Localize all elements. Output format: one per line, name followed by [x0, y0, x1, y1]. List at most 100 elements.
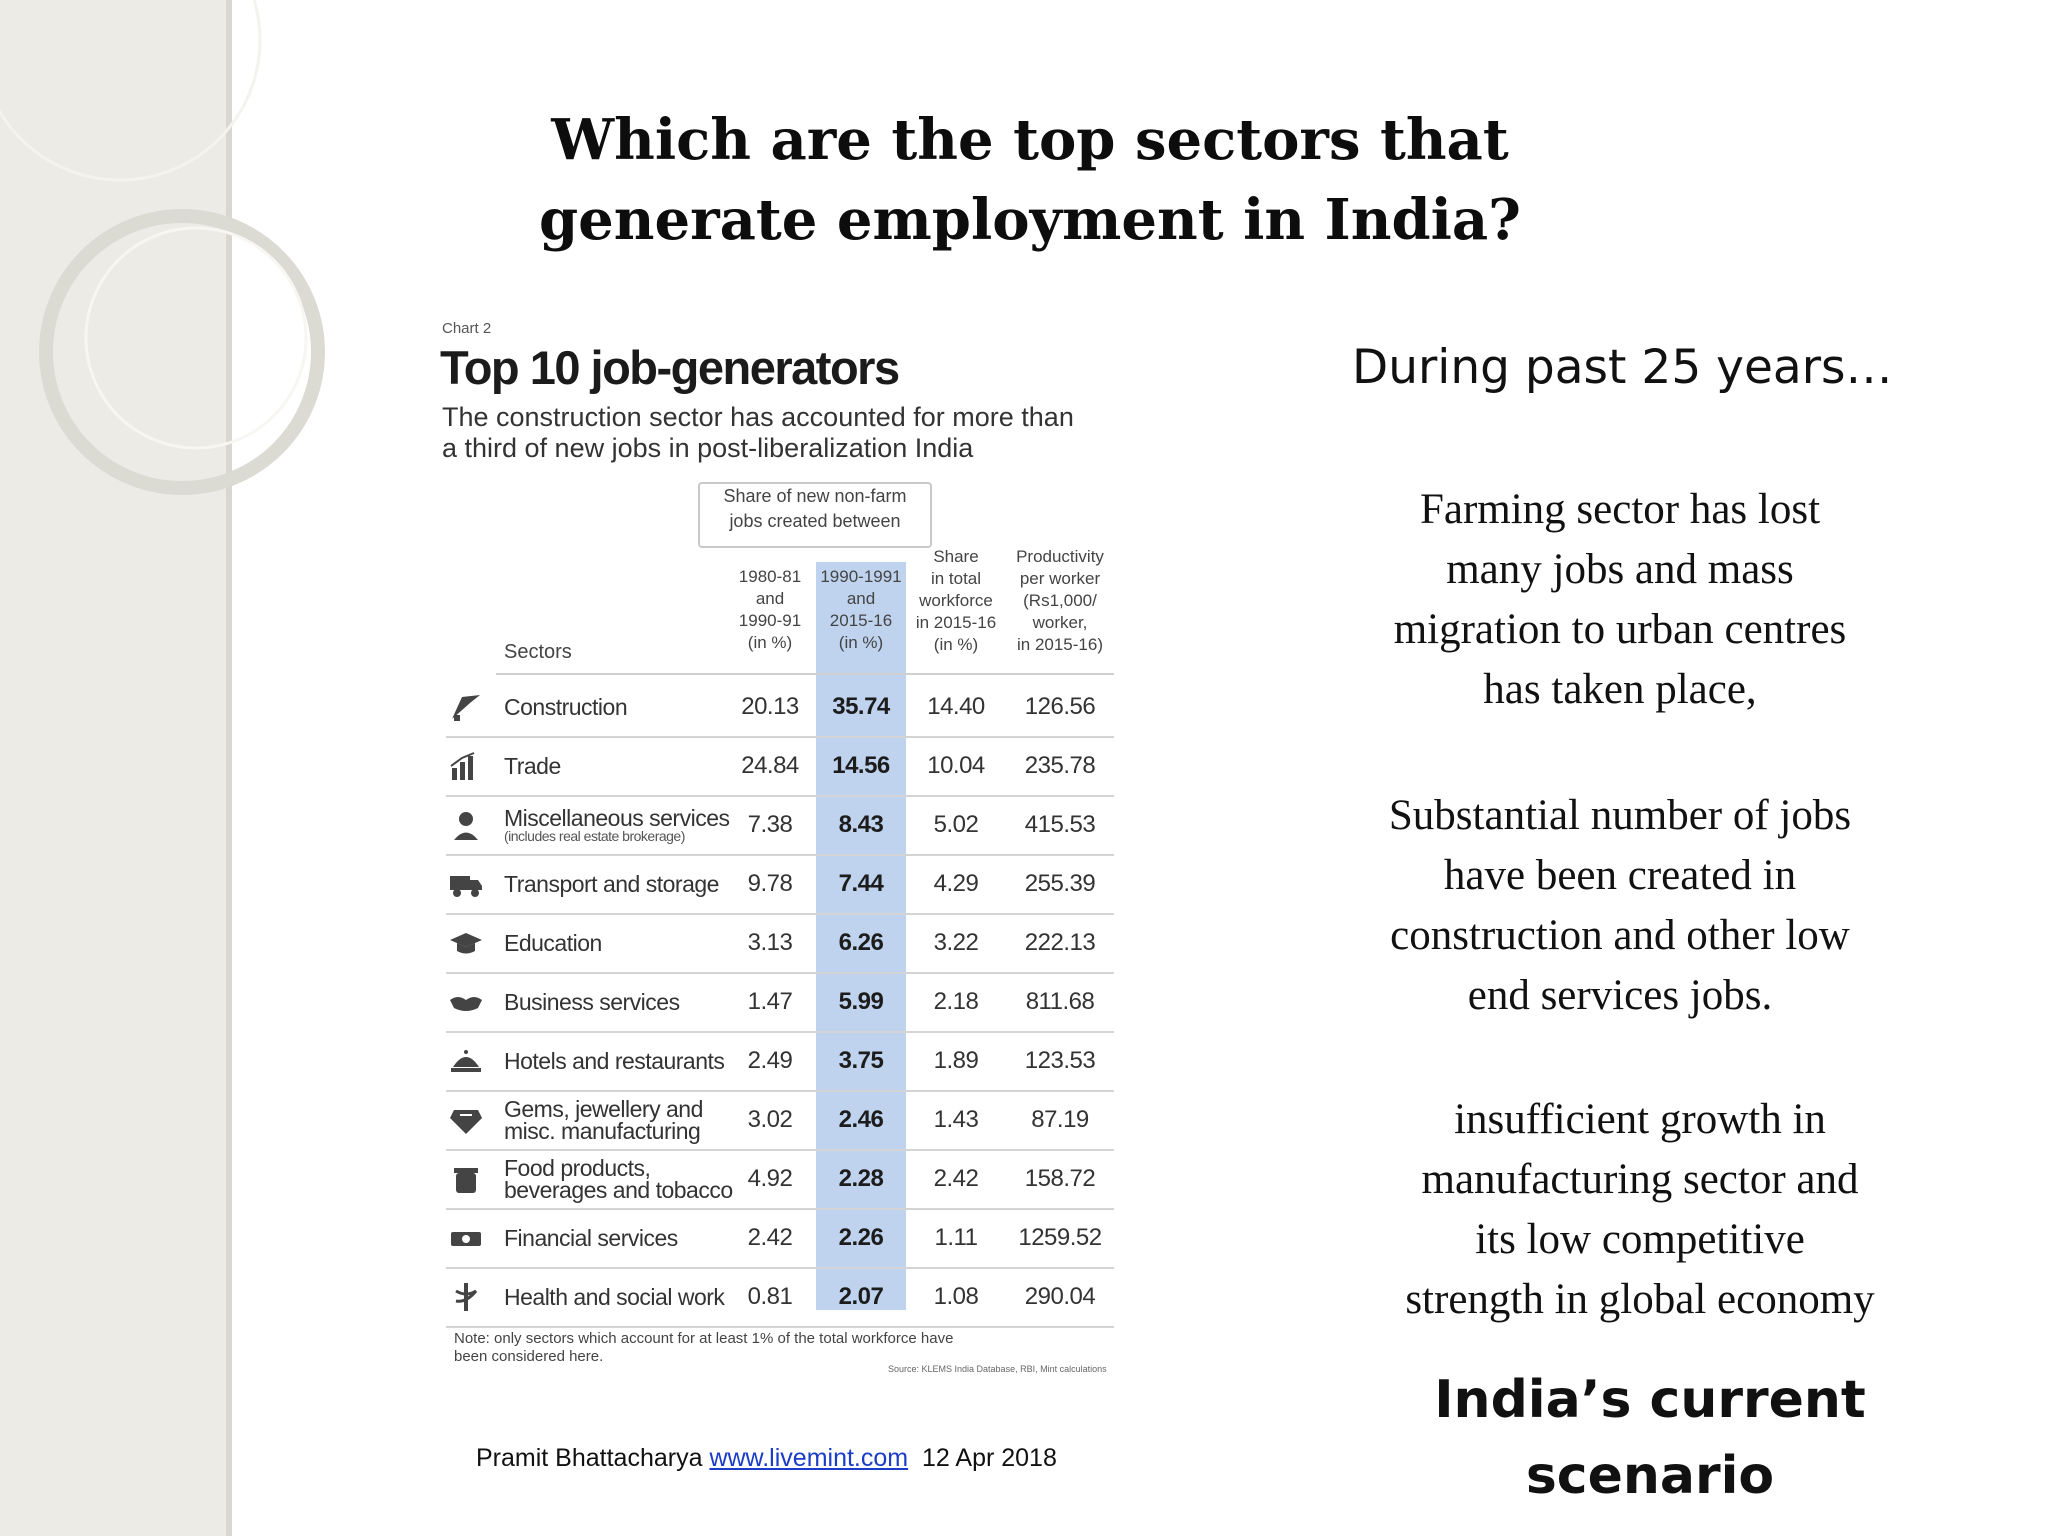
- value-cell: 290.04: [1024, 1283, 1096, 1310]
- value-cell: 3.13: [747, 929, 793, 956]
- value-cell: 1.47: [747, 988, 793, 1015]
- paragraph-line: have been created in: [1443, 852, 1797, 899]
- table-row: Business services 1.47 5.99 2.18 811.68: [446, 973, 1114, 1033]
- sector-name: Gems, jewellery and misc. manufacturing: [504, 1096, 703, 1144]
- value-cell: 255.39: [1024, 870, 1096, 897]
- value-cell: 158.72: [1024, 1165, 1096, 1192]
- column-header-line: workforce: [919, 591, 993, 610]
- sector-name-cell: Trade: [504, 737, 744, 795]
- value-cell: 2.49: [747, 1047, 793, 1074]
- value-cell: 1.43: [933, 1106, 979, 1133]
- value-cell: 415.53: [1024, 811, 1096, 838]
- sector-name-cell: Education: [504, 914, 744, 972]
- paragraph-line: insufficient growth in: [1454, 1096, 1826, 1143]
- table-row: Food products, beverages and tobacco 4.92…: [446, 1150, 1114, 1210]
- sector-name: Construction: [504, 694, 628, 720]
- value-cell: 2.28: [838, 1165, 884, 1192]
- caduceus-icon: [455, 1283, 478, 1311]
- table-row: Gems, jewellery and misc. manufacturing 3…: [446, 1091, 1114, 1151]
- chart-note-line: Note: only sectors which account for at …: [454, 1330, 954, 1347]
- share-header-line: Share of new non-farm: [723, 486, 907, 506]
- value-cell: 123.53: [1024, 1047, 1096, 1074]
- highlight-column: [816, 562, 906, 1310]
- credit-link[interactable]: www.livemint.com: [709, 1444, 909, 1472]
- value-cell: 1.89: [933, 1047, 979, 1074]
- slide-title-line: Which are the top sectors that: [551, 107, 1509, 173]
- value-cell: 3.22: [933, 929, 979, 956]
- value-cell: 5.02: [933, 811, 979, 838]
- ring-top: [0, 0, 262, 182]
- value-cell: 1259.52: [1018, 1224, 1102, 1251]
- table-row: Transport and storage 9.78 7.44 4.29 255.39: [446, 855, 1114, 915]
- handshake-icon: [450, 997, 482, 1011]
- sector-name: Hotels and restaurants: [504, 1048, 725, 1074]
- column-header-line: (in %): [933, 635, 979, 654]
- column-header-line: (Rs1,000/: [1023, 591, 1097, 610]
- paragraph-line: Farming sector has lost: [1419, 486, 1821, 533]
- sector-name: Health and social work: [504, 1284, 725, 1310]
- chart-subtitle-line: The construction sector has accounted fo…: [442, 402, 1074, 432]
- chart-label: Chart 2: [442, 320, 492, 337]
- column-header-line: Productivity: [1016, 547, 1104, 566]
- cloche-icon: [451, 1050, 481, 1072]
- value-cell: 5.99: [838, 988, 884, 1015]
- value-cell: 14.40: [927, 693, 985, 720]
- value-cell: 35.74: [832, 693, 890, 720]
- paragraph-line: has taken place,: [1483, 666, 1757, 713]
- share-header-box: Share of new non-farm jobs created betwe…: [698, 482, 932, 548]
- paragraph-line: manufacturing sector and: [1421, 1156, 1859, 1203]
- column-header-line: in 2015-16: [915, 613, 997, 632]
- value-cell: 4.92: [747, 1165, 793, 1192]
- column-header-line: Share: [933, 547, 979, 566]
- sector-name-cell: Gems, jewellery and misc. manufacturing: [504, 1091, 744, 1149]
- sector-name-cell: Health and social work: [504, 1268, 744, 1326]
- paragraph-construction: Substantial number of jobs have been cre…: [1330, 786, 1910, 1026]
- credit-author: Pramit Bhattacharya: [476, 1444, 703, 1472]
- value-cell: 4.29: [933, 870, 979, 897]
- value-cell: 2.42: [933, 1165, 979, 1192]
- crane-icon: [452, 695, 480, 721]
- column-header-line: in total: [930, 569, 982, 588]
- value-cell: 10.04: [927, 752, 985, 779]
- table-row: Health and social work 0.81 2.07 1.08 290.04: [446, 1268, 1114, 1328]
- scenario-line: India’s current: [1434, 1370, 1866, 1430]
- value-cell: 3.02: [747, 1106, 793, 1133]
- table-row: Hotels and restaurants 2.49 3.75 1.89 123.53: [446, 1032, 1114, 1092]
- job-generators-chart: Chart 2 Top 10 job-generators The constr…: [436, 318, 1156, 1384]
- value-cell: 1.11: [934, 1224, 978, 1251]
- ring-inner: [84, 226, 308, 450]
- value-cell: 235.78: [1024, 752, 1096, 779]
- slide-title-line: generate employment in India?: [539, 187, 1521, 253]
- paragraph-line: strength in global economy: [1405, 1276, 1875, 1323]
- food-jar-icon: [454, 1168, 478, 1193]
- table-row: Education 3.13 6.26 3.22 222.13: [446, 914, 1114, 974]
- ring-large: [39, 209, 325, 495]
- chart-source: Source: KLEMS India Database, RBI, Mint …: [888, 1364, 1107, 1374]
- value-cell: 811.68: [1025, 988, 1095, 1015]
- credit-date: 12 Apr 2018: [922, 1444, 1057, 1472]
- value-cell: 2.42: [747, 1224, 793, 1251]
- sector-name: Education: [504, 930, 602, 956]
- header-rule: [496, 673, 1114, 675]
- gem-icon: [450, 1110, 482, 1134]
- bar-chart-icon: [450, 752, 475, 780]
- value-cell: 24.84: [741, 752, 799, 779]
- money-icon: [451, 1232, 481, 1246]
- sector-name-cell: Financial services: [504, 1209, 744, 1267]
- column-header-line: 1980-81: [738, 567, 802, 586]
- sector-name: Trade: [504, 753, 561, 779]
- paragraph-line: end services jobs.: [1467, 972, 1773, 1019]
- column-header-line: 2015-16: [829, 611, 893, 630]
- chart-note: Note: only sectors which account for at …: [454, 1330, 1074, 1366]
- sector-note: (includes real estate brokerage): [504, 827, 685, 844]
- chart-note-line: been considered here.: [454, 1348, 604, 1365]
- scenario-heading: India’s current scenario: [1430, 1362, 1870, 1514]
- graduation-cap-icon: [450, 933, 482, 954]
- value-cell: 7.44: [838, 870, 884, 897]
- value-cell: 3.75: [838, 1047, 884, 1074]
- value-cell: 8.43: [838, 811, 884, 838]
- column-header-line: 1990-91: [738, 611, 802, 630]
- column-header-line: and: [755, 589, 785, 608]
- sector-name: Business services: [504, 989, 680, 1015]
- column-header-1980-1990: 1980-81 and 1990-91 (in %): [724, 566, 816, 654]
